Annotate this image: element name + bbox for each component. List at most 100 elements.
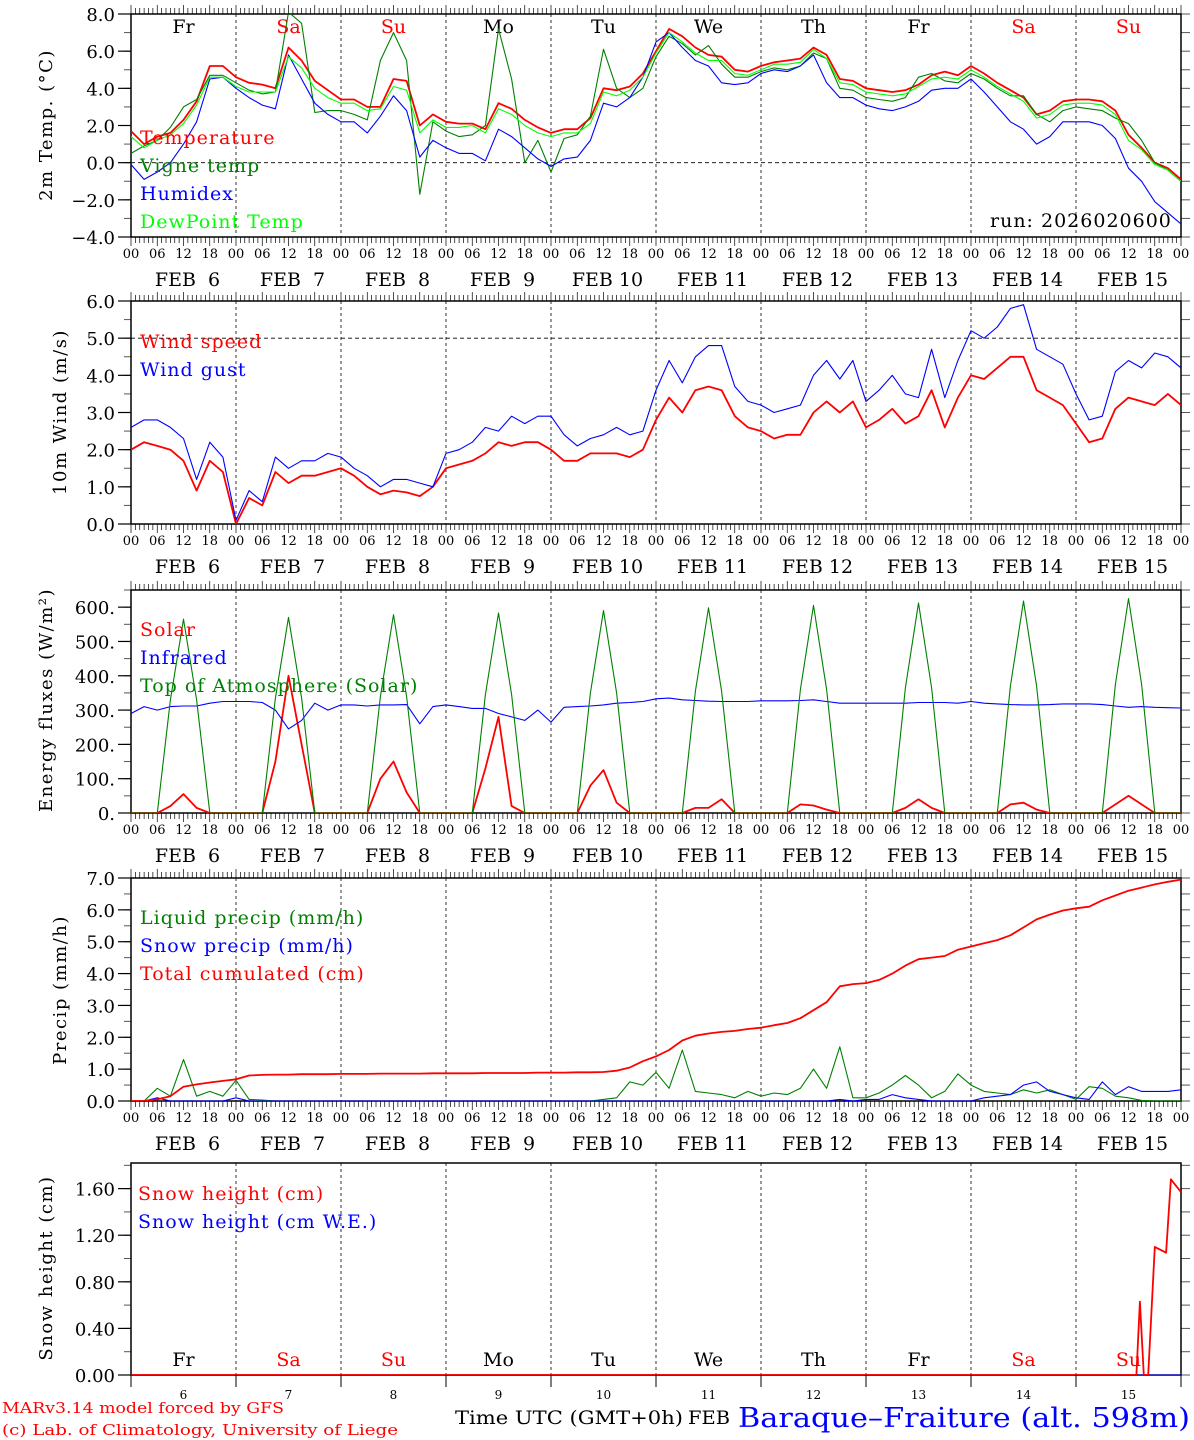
hour-label: 12 [1120,1111,1137,1126]
series-line-top-of-atmosphere-solar [131,598,1181,813]
date-label: FEB 7 [260,1133,325,1155]
legend-entry: Total cumulated (cm) [140,963,365,985]
date-label: FEB 12 [782,845,853,867]
hour-label: 12 [595,1111,612,1126]
date-label: FEB 14 [992,269,1063,291]
day-number-label: 6 [180,1388,188,1402]
hour-label: 06 [464,534,481,549]
day-number-label: 14 [1016,1388,1032,1402]
date-label: FEB 11 [677,1133,748,1155]
hour-label: 06 [1094,1111,1111,1126]
hour-label: 18 [1041,534,1058,549]
y-tick-label: −4.0 [71,228,115,249]
hour-label: 00 [123,534,140,549]
date-label: FEB 8 [365,845,430,867]
y-axis-title: 10m Wind (m/s) [50,329,71,495]
hour-label: 12 [910,1111,927,1126]
hour-label: 18 [1041,247,1058,262]
hour-label: 06 [149,823,166,838]
weekday-label: Th [801,16,826,38]
weekday-label: Sa [276,16,300,38]
y-tick-label: 0.0 [86,515,115,536]
plot-frame [130,589,1182,814]
hour-label: 00 [753,823,770,838]
hour-label: 18 [201,823,218,838]
date-label: FEB 12 [782,1133,853,1155]
date-label: FEB 7 [260,556,325,578]
day-number-label: 12 [806,1388,821,1402]
y-tick-label: 4.0 [86,965,115,986]
panel-3: 0. 100. 200. 300. 400. 500. 600. 00 06 12 18 00 06 12… [36,581,1190,867]
hour-label: 12 [490,534,507,549]
hour-label: 00 [438,823,455,838]
date-label: FEB 14 [992,556,1063,578]
y-tick-label: 500. [75,632,115,653]
weekday-label: Mo [483,16,514,38]
legend-entry: Humidex [140,183,234,205]
hour-label: 18 [306,247,323,262]
hour-label: 06 [569,1111,586,1126]
hour-label: 06 [569,247,586,262]
hour-label: 00 [753,1111,770,1126]
weekday-label: Sa [1011,16,1035,38]
date-label: FEB 10 [572,845,643,867]
y-tick-label: 4.0 [86,79,115,100]
hour-label: 06 [149,1111,166,1126]
hour-label: 00 [1173,823,1190,838]
hour-label: 12 [595,534,612,549]
y-tick-label: 400. [75,667,115,688]
y-tick-label: 1.0 [86,478,115,499]
hour-label: 06 [884,1111,901,1126]
hour-label: 12 [175,823,192,838]
hour-label: 12 [700,1111,717,1126]
y-tick-label: 0.0 [86,154,115,175]
hour-label: 00 [543,247,560,262]
hour-label: 12 [280,247,297,262]
hour-label: 12 [385,247,402,262]
hour-label: 06 [1094,534,1111,549]
hour-label: 06 [779,823,796,838]
date-label: FEB 13 [887,845,958,867]
y-tick-label: 1.0 [86,1060,115,1081]
date-label: FEB 12 [782,269,853,291]
date-label: FEB 14 [992,1133,1063,1155]
day-number-label: 11 [701,1388,716,1402]
date-label: FEB 10 [572,269,643,291]
weekday-label: Tu [591,1349,616,1371]
y-tick-label: 0. [98,804,115,825]
weekday-label: Su [381,16,406,38]
legend-entry: Liquid precip (mm/h) [140,907,364,929]
hour-label: 12 [1015,823,1032,838]
hour-label: 12 [700,823,717,838]
day-number-label: 10 [596,1388,611,1402]
day-number-label: 7 [285,1388,293,1402]
hour-label: 00 [123,1111,140,1126]
hour-label: 12 [385,823,402,838]
run-label: run: 2026020600 [990,210,1172,232]
hour-label: 18 [411,1111,428,1126]
y-axis-title: 2m Temp. (°C) [36,49,57,201]
hour-label: 00 [333,1111,350,1126]
y-tick-label: 6.0 [86,901,115,922]
weekday-label: Th [801,1349,826,1371]
weekday-label: Su [381,1349,406,1371]
hour-label: 00 [648,534,665,549]
hour-label: 18 [411,247,428,262]
legend-entry: Wind speed [140,331,262,353]
hour-label: 00 [333,534,350,549]
legend-entry: DewPoint Temp [140,211,304,233]
hour-label: 00 [228,534,245,549]
date-label: FEB 8 [365,1133,430,1155]
y-tick-label: 0.0 [86,1092,115,1113]
hour-label: 06 [989,534,1006,549]
y-axis-title: Snow height (cm) [36,1175,57,1360]
footer-model: MARv3.14 model forced by GFS [2,1399,284,1417]
hour-label: 18 [621,534,638,549]
hour-label: 18 [516,823,533,838]
series-line-liquid-precip-mm-h [131,1046,1181,1101]
date-label: FEB 7 [260,269,325,291]
legend-entry: Vigne temp [139,155,260,177]
date-label: FEB 13 [887,269,958,291]
hour-label: 18 [936,823,953,838]
legend-entry: Infrared [140,647,228,669]
